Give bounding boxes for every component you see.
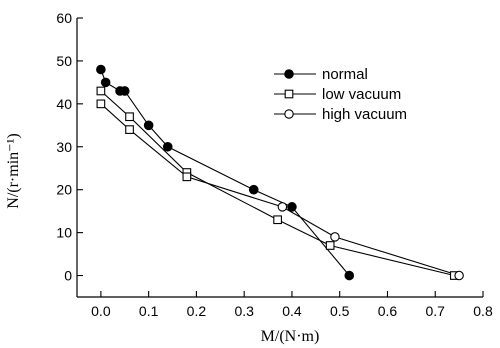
legend-label: high vacuum [322, 106, 407, 123]
ticks: 0.0 0.1 0.2 0.3 0.4 0.5 0.6 0.7 0.8 0 10 20 30 40 50 60 [56, 10, 493, 319]
low-vacuum-point [182, 172, 192, 182]
y-tick-label: 10 [56, 225, 72, 241]
x-tick-label: 0.7 [426, 303, 446, 319]
y-tick-label: 0 [64, 268, 72, 284]
x-tick-label: 0.3 [234, 303, 254, 319]
series-line [100, 90, 455, 277]
normal-point [100, 77, 111, 88]
x-axis-label: M/(N·m) [261, 328, 320, 345]
x-tick-label: 0.6 [378, 303, 398, 319]
series-line [100, 103, 460, 277]
series-line [100, 69, 350, 276]
normal-point [143, 120, 154, 131]
legend-marker [284, 69, 294, 79]
normal-point [344, 270, 355, 281]
x-tick-label: 0.4 [282, 303, 302, 319]
low-vacuum-point [125, 112, 134, 122]
x-tick-label: 0.5 [330, 303, 350, 319]
x-tick-label: 0.2 [187, 303, 207, 319]
legend: normal low vacuum high vacuum [274, 66, 407, 123]
low-vacuum-point [96, 99, 106, 109]
normal-point [119, 86, 130, 96]
legend-label: low vacuum [322, 86, 401, 103]
normal-point [248, 184, 259, 195]
y-axis-label: N/(r·min⁻¹) [5, 133, 22, 208]
x-tick-label: 0.1 [139, 303, 159, 319]
normal-point [162, 141, 173, 152]
legend-marker [284, 109, 294, 119]
high-vacuum-point [277, 202, 288, 212]
low-vacuum-point [96, 86, 106, 96]
y-tick-label: 30 [56, 139, 72, 155]
legend-label: normal [322, 66, 368, 83]
y-tick-label: 60 [56, 10, 72, 26]
low-vacuum-point [273, 215, 282, 225]
x-tick-label: 0.0 [91, 303, 111, 319]
legend-marker [284, 89, 294, 99]
x-tick-label: 0.8 [473, 303, 493, 319]
y-tick-label: 50 [56, 53, 72, 69]
high-vacuum-point [454, 270, 464, 281]
series-markers [96, 64, 464, 281]
normal-point [287, 202, 297, 212]
y-tick-label: 40 [56, 96, 72, 112]
low-vacuum-point [125, 125, 134, 134]
low-vacuum-point [325, 241, 335, 250]
y-tick-label: 20 [56, 182, 72, 198]
normal-point [96, 64, 106, 75]
axes [76, 18, 483, 298]
high-vacuum-point [330, 232, 340, 242]
series-lines [100, 69, 460, 277]
